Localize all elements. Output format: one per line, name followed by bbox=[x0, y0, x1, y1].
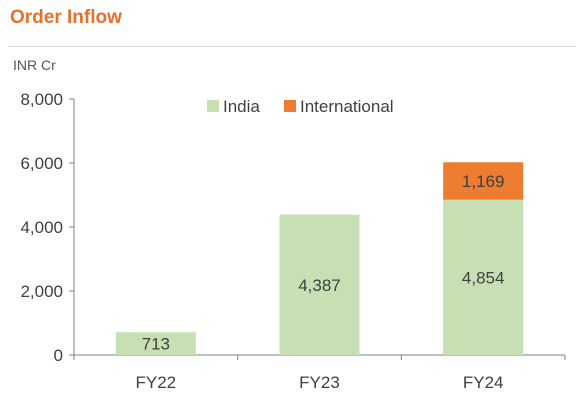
chart-title: Order Inflow bbox=[10, 7, 122, 28]
y-tick-label: 4,000 bbox=[20, 218, 63, 237]
legend-international-label: International bbox=[300, 97, 394, 116]
y-tick-label: 6,000 bbox=[20, 154, 63, 173]
legend-india-label: India bbox=[223, 97, 260, 116]
y-tick-label: 0 bbox=[54, 346, 63, 365]
bar-india-fy24 bbox=[443, 199, 524, 355]
y-tick-label: 2,000 bbox=[20, 282, 63, 301]
legend-india-swatch bbox=[207, 100, 219, 112]
x-tick-label: FY22 bbox=[136, 373, 177, 392]
legend-international-swatch bbox=[284, 100, 296, 112]
data-label-international-fy24: 1,169 bbox=[462, 172, 505, 191]
data-label-india-fy22: 713 bbox=[142, 335, 170, 354]
unit-label: INR Cr bbox=[13, 57, 56, 73]
data-label-india-fy24: 4,854 bbox=[462, 268, 505, 287]
data-label-india-fy23: 4,387 bbox=[298, 276, 341, 295]
title-divider bbox=[8, 46, 576, 47]
bar-international-fy24 bbox=[443, 162, 524, 200]
x-tick-label: FY23 bbox=[299, 373, 340, 392]
y-tick-label: 8,000 bbox=[20, 90, 63, 109]
bar-india-fy23 bbox=[279, 214, 360, 355]
bar-india-fy22 bbox=[115, 332, 196, 355]
x-tick-label: FY24 bbox=[463, 373, 504, 392]
